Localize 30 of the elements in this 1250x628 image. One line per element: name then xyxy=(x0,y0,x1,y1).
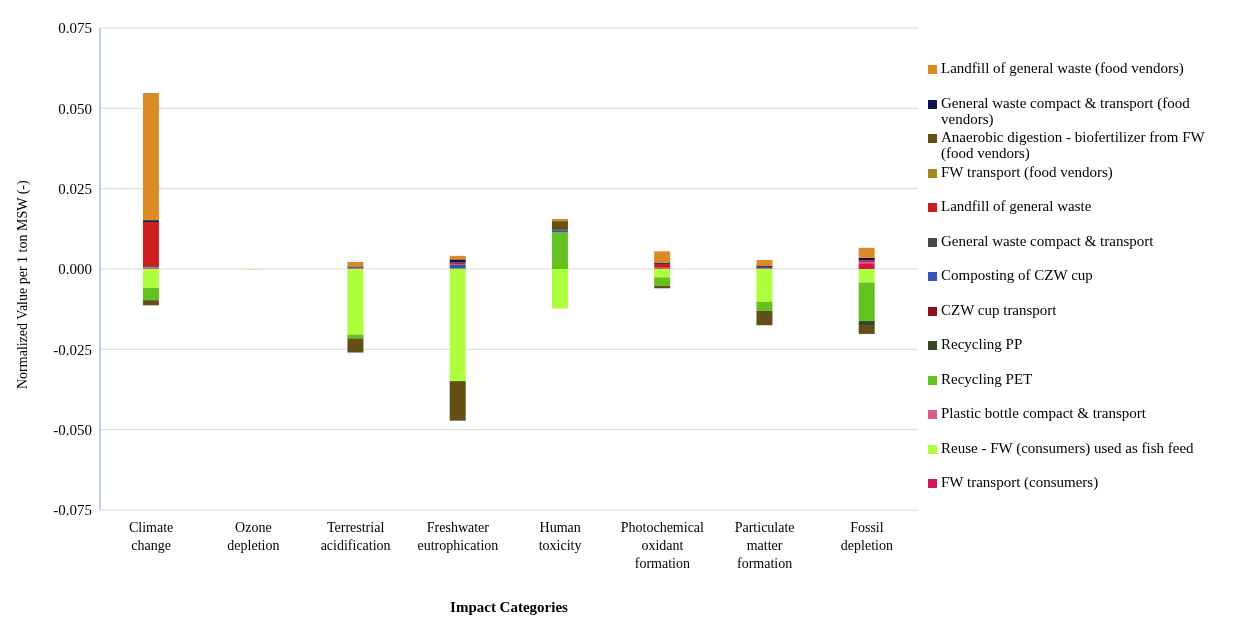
x-tick-label: Freshwater eutrophication xyxy=(417,520,499,553)
legend-label: Plastic bottle compact & transport xyxy=(941,405,1146,421)
legend-label: Recycling PET xyxy=(941,370,1033,387)
y-tick-label: -0.025 xyxy=(53,341,92,358)
x-tick-label: Terrestrial acidification xyxy=(320,520,391,553)
x-tick-label: Ozone depletion xyxy=(227,520,280,553)
y-axis-title: Normalized Value per 1 ton MSW (-) xyxy=(14,180,31,389)
legend-label: Landfill of general waste xyxy=(941,198,1092,214)
y-tick-label: 0.075 xyxy=(58,20,92,37)
legend-label: Anaerobic digestion - biofertilizer from FW (food vendors) xyxy=(941,129,1206,161)
legend-label: CZW cup transport xyxy=(941,301,1057,318)
legend-label: Landfill of general waste (food vendors) xyxy=(941,60,1184,76)
y-tick-label: 0.000 xyxy=(58,261,92,278)
legend-label: Composting of CZW cup xyxy=(941,267,1093,283)
legend-label: General waste compact & transport xyxy=(941,232,1154,249)
y-tick-label: 0.050 xyxy=(58,100,92,117)
legend-label: FW transport (consumers) xyxy=(941,474,1099,490)
x-axis-title: Impact Categories xyxy=(450,599,569,615)
legend-label: Recycling PP xyxy=(941,336,1023,352)
legend-label: General waste compact & transport (food vendors) xyxy=(941,94,1191,127)
x-tick-label: Photochemical oxidant formation xyxy=(620,520,705,571)
y-tick-label: -0.075 xyxy=(53,502,92,519)
x-tick-label: Fossil depletion xyxy=(840,520,893,553)
x-tick-label: Climate change xyxy=(128,520,174,553)
y-tick-label: 0.025 xyxy=(58,180,92,197)
y-tick-label: -0.050 xyxy=(53,421,92,438)
x-tick-label: Particulate matter formation xyxy=(734,520,795,571)
legend-label: Reuse - FW (consumers) used as fish feed xyxy=(941,439,1194,456)
x-tick-label: Human toxicity xyxy=(538,520,582,553)
legend-label: FW transport (food vendors) xyxy=(941,163,1113,180)
